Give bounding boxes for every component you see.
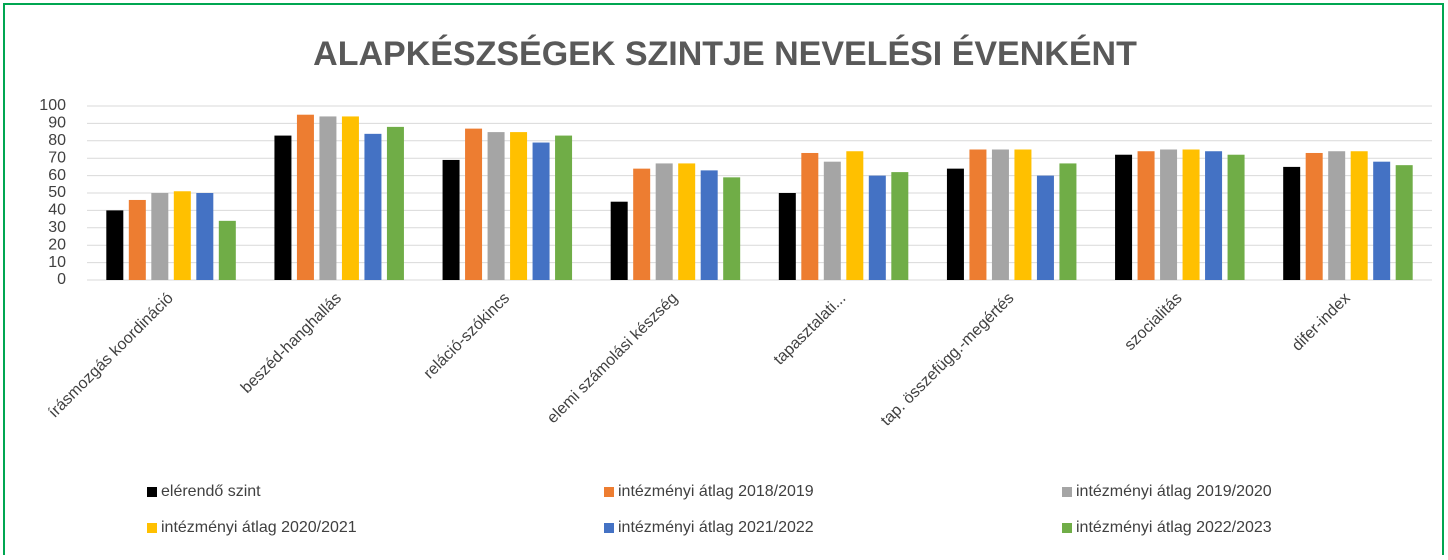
bar xyxy=(386,126,404,280)
bar xyxy=(442,159,460,280)
bar xyxy=(1373,161,1391,280)
bar xyxy=(1328,151,1346,280)
legend-label: intézményi átlag 2019/2020 xyxy=(1076,483,1272,500)
bar xyxy=(723,177,741,280)
bar xyxy=(1395,165,1413,280)
legend-swatch xyxy=(604,523,614,533)
y-tick-label: 90 xyxy=(48,115,66,132)
legend-label: intézményi átlag 2018/2019 xyxy=(618,483,814,500)
y-tick-label: 10 xyxy=(48,254,66,271)
legend-label: elérendő szint xyxy=(161,483,261,500)
bar xyxy=(555,135,573,280)
bar xyxy=(868,175,886,280)
bar xyxy=(274,135,292,280)
bar xyxy=(1205,151,1223,280)
bar xyxy=(319,116,337,280)
bar xyxy=(1350,151,1368,280)
bar xyxy=(1036,175,1054,280)
bar xyxy=(196,193,214,280)
bar xyxy=(633,168,651,280)
bar xyxy=(700,170,718,280)
legend-swatch xyxy=(1062,487,1072,497)
bar xyxy=(1305,152,1323,280)
bar xyxy=(991,149,1009,280)
bar xyxy=(655,163,673,280)
bar xyxy=(151,193,169,280)
bar xyxy=(1059,163,1077,280)
bar xyxy=(341,116,359,280)
bar xyxy=(465,128,483,280)
bar xyxy=(218,220,236,280)
legend-swatch xyxy=(147,523,157,533)
y-tick-label: 0 xyxy=(57,271,66,288)
bar xyxy=(1014,149,1032,280)
legend-label: intézményi átlag 2020/2021 xyxy=(161,519,357,536)
bar xyxy=(846,151,864,280)
bar xyxy=(1182,149,1200,280)
y-tick-label: 70 xyxy=(48,149,66,166)
legend-label: intézményi átlag 2022/2023 xyxy=(1076,519,1272,536)
legend-label: intézményi átlag 2021/2022 xyxy=(618,519,814,536)
bar xyxy=(891,172,909,280)
bar xyxy=(1115,154,1133,280)
bar xyxy=(801,152,819,280)
legend-swatch xyxy=(1062,523,1072,533)
bar xyxy=(487,132,505,280)
bar xyxy=(1137,151,1155,280)
bar xyxy=(1160,149,1178,280)
bar xyxy=(510,132,528,280)
legend-swatch xyxy=(147,487,157,497)
bar xyxy=(364,133,382,280)
bar xyxy=(1227,154,1245,280)
bar xyxy=(128,199,146,280)
bar xyxy=(678,163,696,280)
bar xyxy=(1283,166,1301,280)
bar xyxy=(969,149,987,280)
bar xyxy=(946,168,964,280)
y-tick-label: 40 xyxy=(48,202,66,219)
y-tick-label: 30 xyxy=(48,219,66,236)
chart-title: ALAPKÉSZSÉGEK SZINTJE NEVELÉSI ÉVENKÉNT xyxy=(313,35,1137,73)
bar xyxy=(610,201,628,280)
bar xyxy=(296,114,314,280)
y-tick-label: 20 xyxy=(48,236,66,253)
frame xyxy=(3,3,1444,560)
bar xyxy=(532,142,550,280)
legend-swatch xyxy=(604,487,614,497)
bar xyxy=(823,161,841,280)
y-tick-label: 60 xyxy=(48,167,66,184)
y-tick-label: 80 xyxy=(48,132,66,149)
bar xyxy=(106,210,124,280)
bar xyxy=(173,191,191,280)
bar xyxy=(778,193,796,280)
y-tick-label: 50 xyxy=(48,184,66,201)
y-tick-label: 100 xyxy=(39,97,66,114)
